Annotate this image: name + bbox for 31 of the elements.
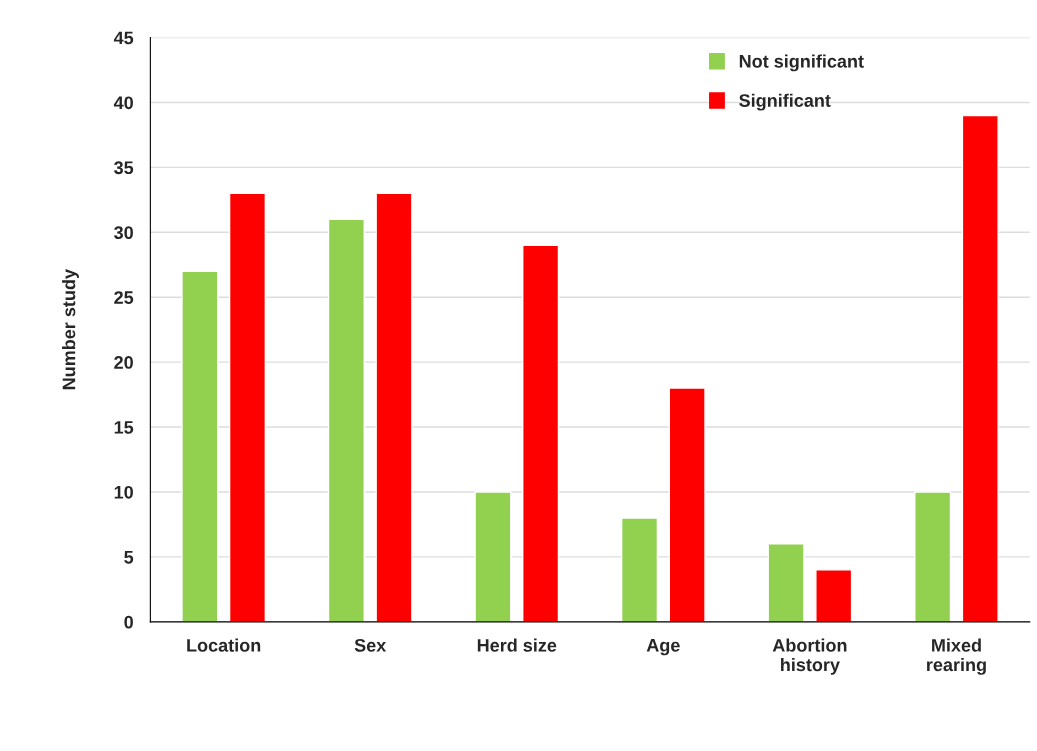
legend-label: Not significant	[739, 54, 864, 72]
bar	[474, 491, 512, 622]
legend-label: Significant	[739, 93, 831, 111]
y-tick-label: 30	[114, 226, 133, 240]
y-tick-label: 40	[113, 96, 133, 110]
bar	[228, 192, 267, 622]
y-tick-label: 25	[114, 291, 134, 304]
y-tick-label: 35	[114, 161, 134, 175]
y-axis-title: Number study	[62, 269, 79, 390]
bar	[327, 218, 365, 622]
bar	[522, 244, 560, 622]
bar	[914, 491, 952, 622]
bar	[668, 387, 706, 622]
y-tick-label: 45	[113, 31, 134, 45]
y-tick-label: 5	[124, 551, 134, 564]
bar	[961, 114, 999, 622]
x-tick-label: Abortion history	[772, 638, 847, 675]
bar	[375, 192, 413, 622]
bar	[815, 569, 853, 622]
x-tick-label: Sex	[354, 638, 387, 652]
bar	[767, 543, 805, 622]
x-tick-label: Herd size	[477, 638, 557, 652]
bar	[181, 270, 219, 622]
y-tick-label: 15	[114, 421, 134, 434]
y-tick-label: 10	[114, 485, 133, 499]
bar	[620, 517, 659, 622]
x-tick-label: Mixed rearing	[927, 638, 986, 675]
x-tick-label: Age	[646, 639, 680, 656]
y-tick-label: 0	[124, 615, 133, 629]
x-tick-label: Location	[187, 638, 261, 652]
y-tick-label: 20	[114, 356, 133, 369]
